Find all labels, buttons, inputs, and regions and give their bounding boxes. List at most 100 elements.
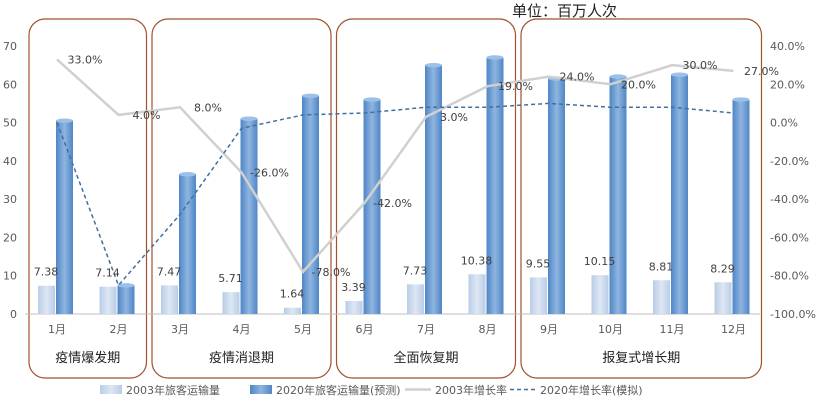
growth-2003-value-label: -42.0% xyxy=(373,197,412,210)
line-2003-growth xyxy=(56,58,734,274)
legend-label-1: 2003年旅客运输量 xyxy=(126,383,220,397)
bar-2003-value-label: 10.38 xyxy=(461,254,493,267)
bar-2003-value-label: 8.81 xyxy=(649,260,674,273)
bar-2020-cap xyxy=(363,97,381,102)
category-label: 7月 xyxy=(417,323,435,336)
category-label: 8月 xyxy=(479,323,497,336)
bar-2003-value-label: 5.71 xyxy=(218,272,243,285)
right-tick-label: 20.0% xyxy=(770,78,805,91)
category-label: 4月 xyxy=(233,323,251,336)
phase-label-1: 疫情爆发期 xyxy=(55,350,120,366)
growth-2003-value-label: 20.0% xyxy=(621,78,656,91)
bar-2003 xyxy=(653,280,670,314)
growth-2003-value-label: 4.0% xyxy=(133,109,161,122)
left-tick-label: 20 xyxy=(3,231,17,244)
bar-2020 xyxy=(363,99,381,314)
bar-2020-cap xyxy=(240,116,258,121)
bar-2020 xyxy=(671,74,688,314)
phase-label-2: 疫情消退期 xyxy=(209,350,274,366)
right-tick-label: -40.0% xyxy=(770,193,809,206)
lines xyxy=(56,58,734,287)
phase-label-4: 报复式增长期 xyxy=(602,351,680,366)
bar-2003-value-label: 9.55 xyxy=(526,257,551,270)
category-label: 11月 xyxy=(660,323,685,336)
category-label: 12月 xyxy=(721,323,746,336)
bar-2020-cap xyxy=(179,172,196,177)
bar-2020-cap xyxy=(302,93,319,98)
growth-2003-value-label: 8.0% xyxy=(194,101,222,114)
right-tick-label: 0.0% xyxy=(770,117,798,130)
phase-box-2 xyxy=(151,18,332,379)
bar-2020 xyxy=(117,285,135,314)
bar-2020-cap xyxy=(671,72,688,77)
unit-label: 单位：百万人次 xyxy=(512,2,618,20)
bar-2020 xyxy=(240,118,258,314)
legend-label-3: 2003年增长率 xyxy=(435,383,507,397)
bar-2003-value-label: 8.29 xyxy=(710,262,735,275)
bar-2003-value-label: 7.14 xyxy=(95,267,120,280)
bar-2020 xyxy=(425,65,442,315)
bar-2020-cap xyxy=(56,118,73,123)
right-tick-label: -20.0% xyxy=(770,155,809,168)
legend-swatch-2 xyxy=(250,385,272,394)
bar-2003-value-label: 7.73 xyxy=(403,264,428,277)
category-label: 1月 xyxy=(48,323,66,336)
category-label: 10月 xyxy=(598,323,623,336)
bar-2003-value-label: 7.47 xyxy=(157,265,182,278)
bar-2020 xyxy=(486,57,504,314)
bar-2003 xyxy=(591,275,609,314)
legend: 2003年旅客运输量 2020年旅客运输量(预测) 2003年增长率 2020年增长率… xyxy=(100,383,643,397)
category-label: 6月 xyxy=(356,323,374,336)
right-tick-label: -100.0% xyxy=(770,308,816,321)
axes: 0 10 20 30 40 50 60 70 -100.0% -80.0% -60.0% -40.0%… xyxy=(3,40,816,336)
bar-2020-cap xyxy=(732,97,750,102)
right-tick-label: -80.0% xyxy=(770,270,809,283)
bar-2003-value-label: 3.39 xyxy=(341,281,366,294)
bar-2003 xyxy=(38,285,55,314)
bar-2003 xyxy=(345,301,363,314)
right-tick-label: -60.0% xyxy=(770,231,809,244)
left-tick-label: 50 xyxy=(3,117,17,130)
bar-2003 xyxy=(222,292,240,314)
bar-2020 xyxy=(302,95,319,315)
bar-2003-value-label: 1.64 xyxy=(280,288,305,301)
bar-2003 xyxy=(530,277,547,314)
left-tick-label: 0 xyxy=(10,308,17,321)
left-tick-label: 30 xyxy=(3,193,17,206)
bar-2003 xyxy=(407,284,424,314)
growth-2003-value-label: 33.0% xyxy=(68,53,103,66)
legend-label-4: 2020年增长率(模拟) xyxy=(540,383,643,397)
growth-2003-value-label: 19.0% xyxy=(498,80,533,93)
phase-box-3 xyxy=(335,18,517,379)
category-label: 9月 xyxy=(540,323,558,336)
phase-boxes: 疫情爆发期 疫情消退期 全面恢复期 报复式增长期 xyxy=(28,18,763,379)
growth-2003-value-label: -26.0% xyxy=(250,166,289,179)
bar-2003 xyxy=(468,274,486,314)
left-tick-label: 10 xyxy=(3,270,17,283)
phase-box-4 xyxy=(520,18,763,379)
left-tick-label: 40 xyxy=(3,155,17,168)
bar-2020-cap xyxy=(609,74,627,79)
bar-2020 xyxy=(732,99,750,314)
line-2020-growth xyxy=(56,102,734,287)
category-label: 3月 xyxy=(171,323,189,336)
bar-2003 xyxy=(714,282,732,314)
bar-2020 xyxy=(609,76,627,314)
bars xyxy=(38,55,750,315)
growth-2003-value-label: 24.0% xyxy=(560,71,595,84)
legend-swatch-1 xyxy=(100,385,122,394)
right-tick-label: 40.0% xyxy=(770,40,805,53)
bar-2003 xyxy=(284,307,301,314)
legend-label-2: 2020年旅客运输量(预测) xyxy=(276,383,401,397)
bar-2003 xyxy=(99,286,117,314)
data-labels: 7.38 7.14 7.47 5.71 1.64 3.39 7.73 10.38 9.55 10.… xyxy=(34,53,779,300)
growth-2003-value-label: 3.0% xyxy=(440,111,468,124)
bar-2020-cap xyxy=(486,55,504,60)
bar-2020 xyxy=(179,174,196,314)
growth-2003-value-label: -78.0% xyxy=(312,266,351,279)
category-label: 2月 xyxy=(110,323,128,336)
bar-2020 xyxy=(548,78,565,315)
left-tick-label: 70 xyxy=(3,40,17,53)
growth-2003-value-label: 30.0% xyxy=(683,59,718,72)
